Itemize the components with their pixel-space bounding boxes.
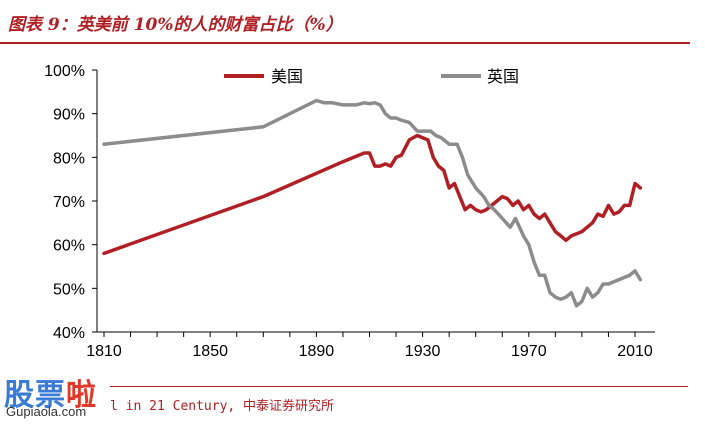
- y-tick-label: 60%: [53, 238, 85, 255]
- chart-series: [102, 98, 643, 308]
- y-tick-label: 70%: [53, 194, 85, 211]
- x-tick-label: 1970: [511, 343, 547, 360]
- source-note: l in 21 Century, 中泰证券研究所: [110, 399, 335, 414]
- y-tick-label: 100%: [44, 63, 85, 80]
- watermark-char-3: 啦: [66, 378, 97, 413]
- legend-label: 美国: [271, 67, 303, 86]
- y-tick-label: 50%: [53, 281, 85, 298]
- line-chart: 40% 50% 60% 70% 80% 90% 100% 1810 1850 1890 1930 19…: [44, 63, 655, 360]
- x-tick-label: 1890: [299, 343, 335, 360]
- x-tick-label: 1810: [86, 343, 122, 360]
- watermark-text: 股票啦: [4, 370, 97, 414]
- chart-axes: 40% 50% 60% 70% 80% 90% 100% 1810 1850 1890 1930 19…: [44, 63, 655, 360]
- title-divider: [0, 42, 690, 44]
- page-title: 图表 9：英美前 10%的人的财富占比（%）: [8, 15, 343, 35]
- watermark-url: Gupiaola.com: [6, 404, 87, 419]
- x-tick-label: 2010: [617, 343, 653, 360]
- y-tick-label: 90%: [53, 107, 85, 124]
- watermark-char-1: 股: [4, 378, 35, 413]
- y-tick-label: 80%: [53, 150, 85, 167]
- y-tick-label: 40%: [53, 325, 85, 342]
- legend-label: 英国: [487, 67, 519, 86]
- watermark-char-2: 票: [35, 378, 66, 413]
- series-line-uk: [102, 98, 643, 308]
- chart-legend: 美国 英国: [224, 67, 519, 86]
- header: 图表 9：英美前 10%的人的财富占比（%）: [0, 0, 705, 44]
- x-tick-label: 1850: [192, 343, 228, 360]
- x-tick-label: 1930: [405, 343, 441, 360]
- watermark-logo: 股票啦 Gupiaola.com: [4, 370, 122, 422]
- footer-divider: [110, 386, 688, 387]
- series-line-us: [102, 133, 643, 256]
